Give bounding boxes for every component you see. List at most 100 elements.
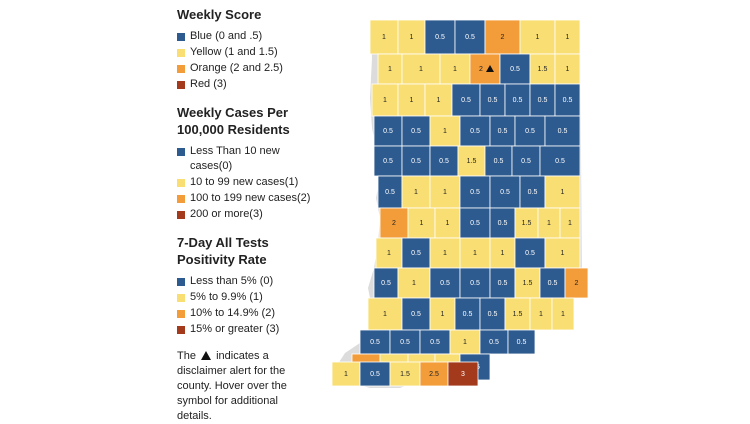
county-shape[interactable]: [429, 115, 461, 147]
county[interactable]: 0.5: [373, 115, 403, 147]
county-shape[interactable]: [529, 83, 556, 117]
county[interactable]: 1: [429, 115, 461, 147]
county-shape[interactable]: [514, 115, 546, 147]
county[interactable]: 0.5: [489, 115, 516, 147]
county-shape[interactable]: [469, 53, 501, 85]
county[interactable]: 2: [379, 207, 409, 239]
county[interactable]: 1: [377, 53, 403, 85]
county[interactable]: 1: [369, 19, 399, 55]
county-shape[interactable]: [459, 175, 491, 209]
county-shape[interactable]: [373, 267, 399, 299]
county[interactable]: 1: [439, 53, 471, 85]
county-shape[interactable]: [419, 361, 449, 387]
county[interactable]: 1: [519, 19, 556, 55]
county[interactable]: 1: [397, 267, 431, 299]
county[interactable]: 0.5: [479, 297, 506, 331]
warning-icon[interactable]: [486, 65, 494, 72]
county-shape[interactable]: [507, 329, 536, 355]
county[interactable]: 1: [489, 237, 516, 269]
county-shape[interactable]: [401, 53, 441, 85]
county-shape[interactable]: [499, 53, 531, 85]
county[interactable]: 0.5: [401, 145, 431, 177]
county[interactable]: 1: [459, 237, 491, 269]
county[interactable]: 1: [554, 53, 581, 85]
county[interactable]: 1: [429, 237, 461, 269]
county[interactable]: 0.5: [459, 115, 491, 147]
county-shape[interactable]: [439, 53, 471, 85]
county[interactable]: 0.5: [489, 175, 521, 209]
county-shape[interactable]: [484, 19, 521, 55]
county[interactable]: 0.5: [401, 237, 431, 269]
county[interactable]: 2: [564, 267, 589, 299]
county[interactable]: 1.5: [514, 207, 539, 239]
county[interactable]: 0.5: [377, 175, 403, 209]
county[interactable]: 1: [554, 19, 581, 55]
county[interactable]: 0.5: [451, 83, 481, 117]
county[interactable]: 1: [371, 83, 399, 117]
county[interactable]: 1: [559, 207, 581, 239]
county[interactable]: 0.5: [424, 19, 456, 55]
county[interactable]: 0.5: [544, 115, 581, 147]
county-shape[interactable]: [551, 297, 575, 331]
county-shape[interactable]: [539, 145, 581, 177]
county-shape[interactable]: [519, 175, 546, 209]
county[interactable]: 0.5: [489, 267, 516, 299]
county[interactable]: 0.5: [459, 207, 491, 239]
county[interactable]: 2: [469, 53, 501, 85]
county[interactable]: 0.5: [454, 297, 481, 331]
county[interactable]: 1: [401, 175, 431, 209]
county[interactable]: 1: [397, 19, 426, 55]
county[interactable]: 0.5: [511, 145, 541, 177]
county-shape[interactable]: [377, 175, 403, 209]
county-shape[interactable]: [544, 175, 581, 209]
county-shape[interactable]: [564, 267, 589, 299]
county[interactable]: 0.5: [504, 83, 531, 117]
county[interactable]: 0.5: [359, 329, 391, 355]
county-shape[interactable]: [514, 237, 546, 269]
county-shape[interactable]: [529, 53, 556, 85]
county[interactable]: 0.5: [459, 175, 491, 209]
county-shape[interactable]: [359, 361, 391, 387]
county[interactable]: 1.5: [514, 267, 541, 299]
county[interactable]: 1.5: [389, 361, 421, 387]
county-shape[interactable]: [371, 83, 399, 117]
county[interactable]: 0.5: [484, 145, 513, 177]
county[interactable]: 1.5: [529, 53, 556, 85]
county[interactable]: 0.5: [507, 329, 536, 355]
county-shape[interactable]: [401, 115, 431, 147]
county[interactable]: 0.5: [401, 297, 431, 331]
county[interactable]: 1: [424, 83, 453, 117]
county-shape[interactable]: [459, 207, 491, 239]
county-shape[interactable]: [407, 207, 436, 239]
county[interactable]: 1: [375, 237, 403, 269]
county[interactable]: 1.5: [504, 297, 531, 331]
county-shape[interactable]: [401, 175, 431, 209]
county-shape[interactable]: [554, 19, 581, 55]
county[interactable]: 0.5: [459, 267, 491, 299]
county[interactable]: 0.5: [429, 145, 459, 177]
county-shape[interactable]: [454, 19, 486, 55]
county[interactable]: 1: [367, 297, 403, 331]
county[interactable]: 0.5: [519, 175, 546, 209]
county-shape[interactable]: [419, 329, 451, 355]
county[interactable]: 1: [537, 207, 561, 239]
county[interactable]: 0.5: [454, 19, 486, 55]
county[interactable]: 1: [401, 53, 441, 85]
county[interactable]: 1: [407, 207, 436, 239]
county-shape[interactable]: [401, 237, 431, 269]
county-shape[interactable]: [397, 267, 431, 299]
county[interactable]: 0.5: [529, 83, 556, 117]
county-shape[interactable]: [331, 361, 361, 387]
county-shape[interactable]: [451, 83, 481, 117]
county-shape[interactable]: [479, 329, 509, 355]
county[interactable]: 1: [551, 297, 575, 331]
county[interactable]: 1: [544, 237, 581, 269]
county[interactable]: 0.5: [539, 145, 581, 177]
county[interactable]: 1: [434, 207, 461, 239]
county-shape[interactable]: [519, 19, 556, 55]
county[interactable]: 0.5: [479, 83, 506, 117]
county-shape[interactable]: [429, 267, 461, 299]
county-shape[interactable]: [504, 83, 531, 117]
county-shape[interactable]: [447, 361, 479, 387]
county[interactable]: 1: [429, 297, 456, 331]
